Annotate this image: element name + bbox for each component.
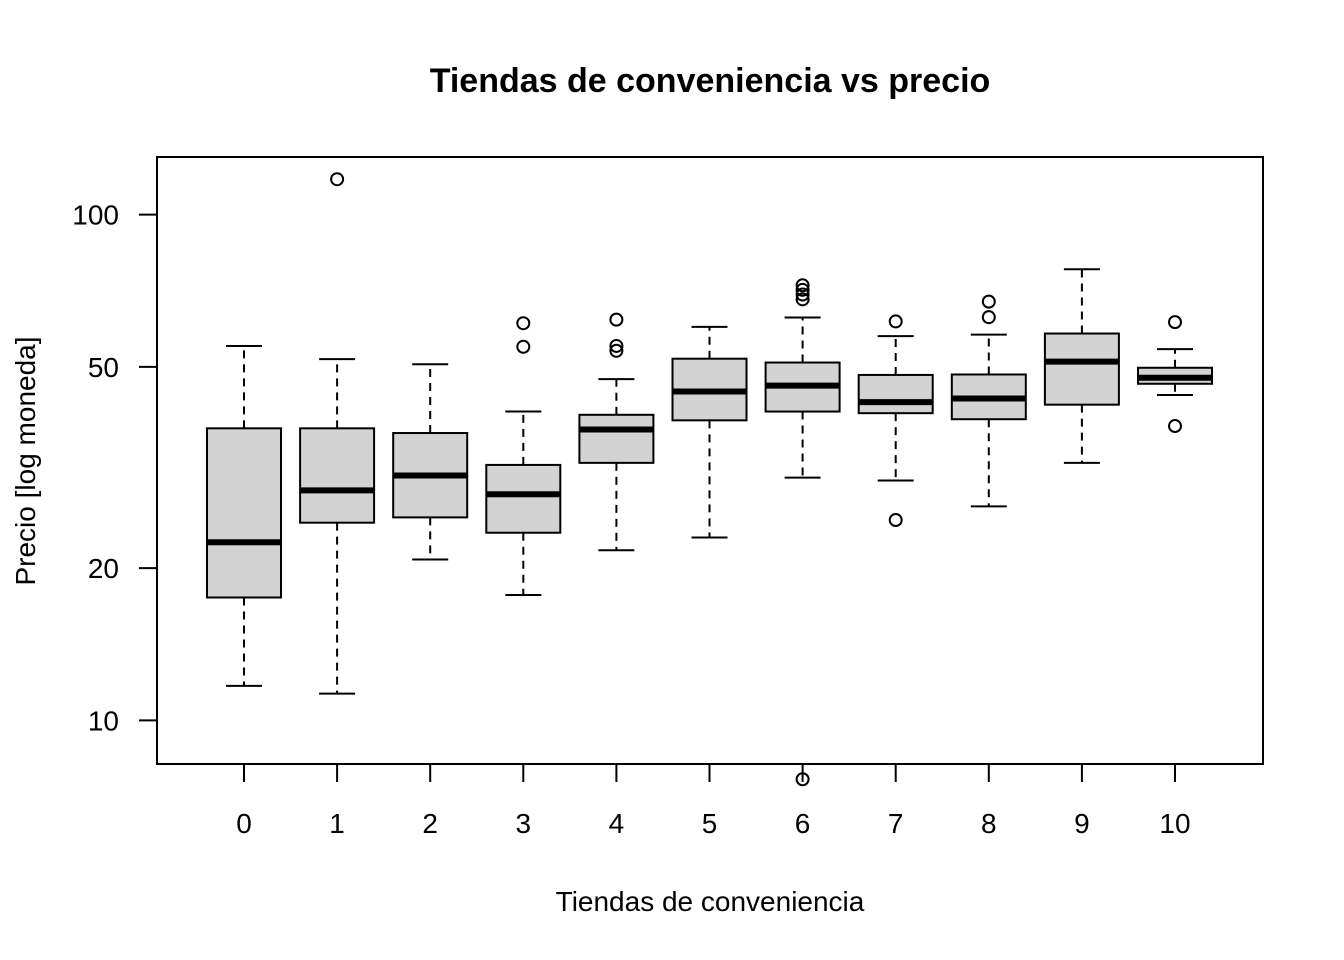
iqr-box [299,427,376,524]
box-group-1 [299,172,376,695]
box-group-4 [578,312,655,552]
outlier-point [609,343,624,358]
outlier-point [795,292,810,307]
outlier-point [888,314,903,329]
outlier-point [516,339,531,354]
iqr-box [578,413,655,464]
x-tick-label-10: 10 [1159,808,1190,839]
box-group-3 [485,316,562,596]
x-tick-label-1: 1 [329,808,345,839]
x-tick-label-5: 5 [702,808,718,839]
x-tick-label-6: 6 [795,808,811,839]
outlier-point [795,287,810,302]
boxes [206,172,1213,787]
x-tick-label-9: 9 [1074,808,1090,839]
chart-title: Tiendas de conveniencia vs precio [430,62,991,100]
outlier-point [330,172,345,187]
box-group-0 [206,344,282,687]
y-axis: 10 20 50 100 [72,200,157,736]
box-group-9 [1043,268,1120,464]
box-group-2 [392,363,469,561]
x-axis-label: Tiendas de conveniencia [556,886,865,917]
iqr-box [1043,332,1120,406]
iqr-box [857,373,934,415]
y-tick-label-10: 10 [88,705,119,736]
box-group-5 [671,325,748,539]
y-axis-label: Precio [log moneda] [10,336,41,585]
x-axis: 0 1 2 3 4 5 6 7 8 9 10 [236,764,1191,839]
x-tick-label-2: 2 [422,808,438,839]
box-group-7 [857,314,934,528]
outlier-point [1168,315,1182,330]
y-tick-label-50: 50 [88,352,119,383]
outlier-point [795,278,810,293]
iqr-box [485,463,562,534]
outlier-point [888,513,903,528]
x-tick-label-4: 4 [609,808,625,839]
x-tick-label-8: 8 [981,808,997,839]
outlier-point [1168,419,1182,434]
outlier-point [609,312,624,327]
outlier-point [981,310,996,325]
outlier-point [981,294,996,309]
outlier-point [795,772,810,787]
box-group-8 [950,294,1027,508]
x-tick-label-7: 7 [888,808,904,839]
y-tick-label-20: 20 [88,553,119,584]
x-tick-label-3: 3 [516,808,532,839]
outlier-point [609,338,624,353]
box-group-6 [764,278,841,787]
outlier-point [516,316,531,331]
box-group-10 [1137,315,1213,434]
x-tick-label-0: 0 [236,808,252,839]
y-tick-label-100: 100 [72,200,119,231]
outlier-point [795,282,810,297]
iqr-box [206,427,282,599]
